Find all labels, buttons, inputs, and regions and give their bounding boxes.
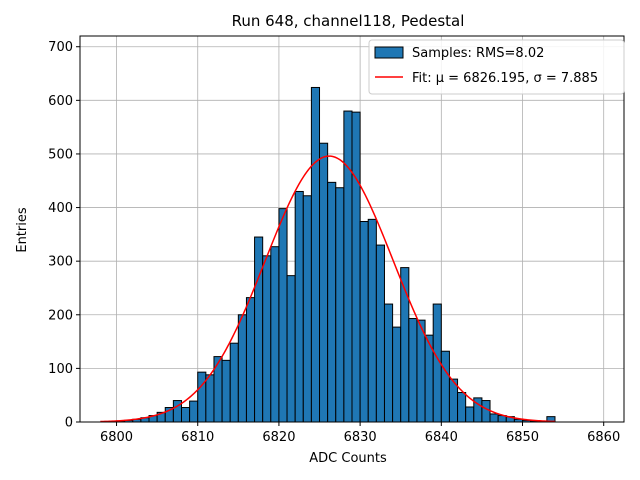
y-tick-label: 700 [48,40,73,55]
histogram-bar [481,400,491,423]
histogram-bar [254,236,264,423]
x-tick-label: 6830 [344,430,377,445]
histogram-bar [197,371,207,423]
histogram-bar [319,142,329,423]
legend-swatch-histogram [374,46,404,59]
histogram-bar [335,187,345,423]
y-tick-label: 200 [48,308,73,323]
histogram-bar [367,218,377,423]
histogram-bar [270,246,280,423]
histogram-bar [416,319,426,423]
histogram-bar [375,244,385,423]
y-tick-label: 600 [48,94,73,109]
histogram-bar [229,342,239,423]
histogram-bar [262,255,272,423]
histogram-bar [205,374,215,423]
histogram-bar [180,407,191,423]
y-tick-label: 500 [48,147,73,162]
x-tick-label: 6800 [100,430,133,445]
histogram-bar [221,359,231,423]
legend-box [368,39,625,95]
axes-frame [79,35,625,423]
histogram-bar [327,181,337,423]
y-axis-ticks: 0 100 200 300 400 500 600 700 [48,40,80,431]
histogram-bar [392,326,402,423]
histogram-bar [489,413,499,423]
histogram-bar [237,314,247,423]
chart-title: Run 648, channel118, Pedestal [232,12,465,30]
histogram-bar [457,392,467,423]
histogram-bar [383,303,394,423]
histogram-bar [189,400,199,423]
histogram-bar [278,208,288,423]
x-tick-label: 6810 [181,430,214,445]
histogram-bar [408,318,418,423]
x-tick-label: 6860 [587,430,620,445]
x-tick-label: 6820 [262,430,295,445]
histogram-bar [465,406,475,423]
histogram-bar [359,220,369,423]
y-tick-label: 0 [65,416,73,431]
histogram-bar [351,111,361,423]
histogram-bar [302,195,312,423]
x-tick-label: 6840 [425,430,458,445]
histogram-bar [294,190,304,423]
y-tick-label: 300 [48,255,73,270]
y-axis-label: Entries [15,207,30,253]
histogram-bars [107,86,556,423]
histogram-bar [245,297,256,423]
legend-label-histogram: Samples: RMS=8.02 [412,46,544,61]
x-tick-label: 6850 [506,430,539,445]
legend-label-fit: Fit: μ = 6826.195, σ = 7.885 [412,71,598,86]
y-tick-label: 100 [48,362,73,377]
histogram-bar [310,86,321,423]
fit-curve [100,155,556,423]
x-axis-label: ADC Counts [309,451,387,466]
y-tick-label: 400 [48,201,73,216]
histogram-bar [286,275,296,423]
histogram-bar [343,110,353,423]
histogram-bar [440,350,450,423]
x-axis-ticks: 6800 6810 6820 6830 6840 6850 6860 [100,422,620,445]
legend: Samples: RMS=8.02 Fit: μ = 6826.195, σ =… [368,39,625,95]
